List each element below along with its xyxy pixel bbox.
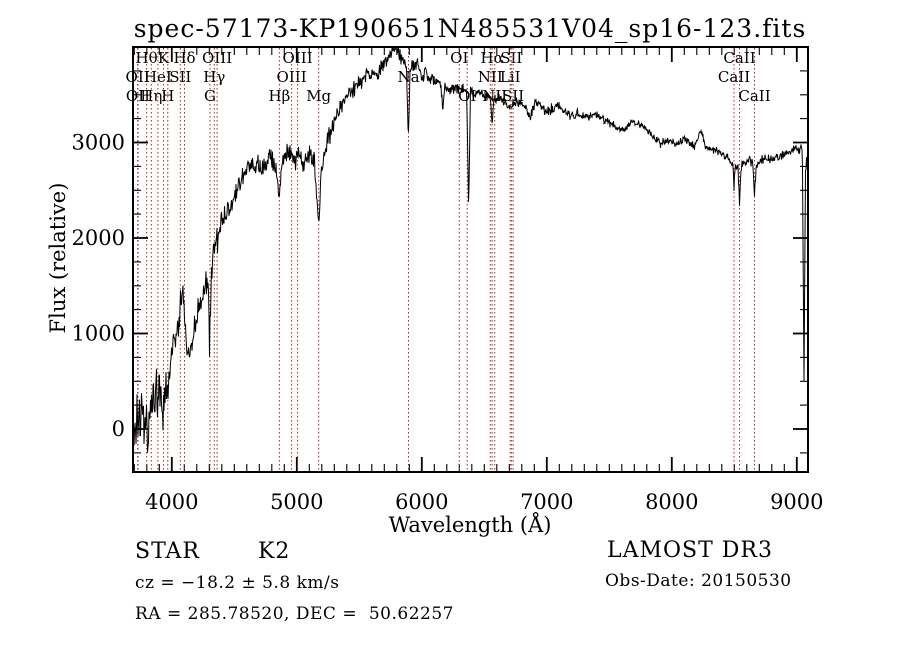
spectral-line-label: Na: [397, 68, 419, 86]
spectral-line-label: Hθ: [136, 49, 158, 67]
spectral-line-label: H: [161, 87, 174, 105]
plot-title: spec-57173-KP190651N485531V04_sp16-123.f…: [133, 14, 807, 43]
spectral-line-label: NII: [478, 68, 503, 86]
spectral-line-label: Mg: [306, 87, 331, 105]
x-axis-label: Wavelength (Å): [388, 513, 552, 537]
object-class-label: STAR: [135, 539, 200, 564]
spectral-line-label: LiI: [500, 68, 521, 86]
spectral-line-label: Hη: [140, 87, 162, 105]
survey-release-label: LAMOST DR3: [607, 538, 773, 563]
plot-frame: [132, 46, 809, 473]
spectral-line-label: CaII: [718, 68, 750, 86]
spectral-line-label: Hδ: [173, 49, 195, 67]
spectral-line-label: Hα: [480, 49, 503, 67]
subclass-label: K2: [258, 539, 291, 564]
y-axis-label: Flux (relative): [46, 182, 70, 334]
spectral-line-label: K: [158, 49, 170, 67]
spectrum-trace: [134, 48, 807, 453]
obs-date-value: Obs-Date: 20150530: [605, 571, 792, 591]
y-axis-tick-label: 0: [112, 417, 125, 441]
spectral-line-label: Hγ: [203, 68, 225, 86]
spectral-line-label: OIII: [202, 49, 232, 67]
ra-dec-value: RA = 285.78520, DEC = 50.62257: [135, 604, 454, 624]
spectral-line-label: OIII: [277, 68, 307, 86]
x-axis-tick-label: 6000: [395, 490, 448, 514]
x-axis-tick-label: 5000: [270, 490, 323, 514]
x-axis-tick-label: 7000: [520, 490, 573, 514]
spectral-line-label: CaII: [738, 87, 770, 105]
spectral-line-label: CaII: [723, 49, 755, 67]
spectral-line-label: HeI: [144, 68, 172, 86]
spectral-line-label: G: [204, 87, 216, 105]
x-axis-tick-label: 8000: [645, 490, 698, 514]
spectral-line-label: OI: [450, 49, 468, 67]
cz-value: cz = −18.2 ± 5.8 km/s: [135, 573, 340, 593]
y-axis-tick-label: 3000: [72, 131, 125, 155]
spectral-line-label: OIII: [283, 49, 313, 67]
spectral-line-label: SII: [169, 68, 191, 86]
y-axis-tick-label: 2000: [72, 226, 125, 250]
spectral-line-label: SII: [500, 49, 522, 67]
y-axis-tick-label: 1000: [72, 322, 125, 346]
x-axis-tick-label: 4000: [145, 490, 198, 514]
x-axis-tick-label: 9000: [770, 490, 823, 514]
spectral-line-label: OII: [126, 87, 150, 105]
spectral-line-label: Hβ: [269, 87, 291, 105]
